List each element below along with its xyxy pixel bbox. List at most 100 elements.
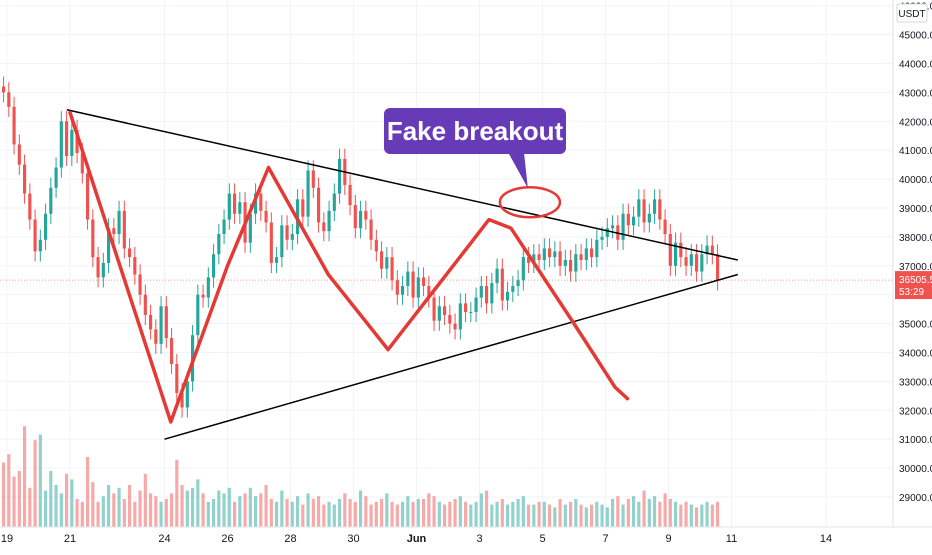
volume-bar [464,501,468,527]
volume-bar [107,485,111,527]
price-tick-label: 33000.00 [899,377,932,388]
candle-body [700,254,704,272]
volume-bar [180,485,184,527]
volume-bar [38,434,42,527]
volume-bar [579,504,583,527]
volume-bar [710,504,714,527]
candle-body [201,294,205,298]
volume-bar [17,471,21,527]
volume-bar [605,507,609,527]
candle-body [495,268,499,284]
candle-body [416,277,420,298]
candle-body [269,222,273,263]
candle-body [395,280,399,295]
candle-body [59,121,63,168]
volume-bar [705,501,709,527]
volume-bar [290,501,294,527]
candle-body [44,213,48,240]
candle-body [280,225,284,258]
volume-bar [248,487,252,527]
candle-body [259,193,263,211]
candle-body [380,251,384,269]
candlesticks [2,76,720,418]
price-tick-label: 45000.00 [899,31,932,42]
candle-body [527,257,531,263]
candle-body [637,199,641,217]
volume-bar [406,496,410,527]
upper-trendline [66,109,738,261]
volume-bar [159,501,163,527]
candle-body [553,251,557,258]
volume-bar [532,504,536,527]
price-tick-label: 40000.00 [899,175,932,186]
candle-body [532,254,536,263]
candle-body [432,297,436,321]
volume-bar [616,496,620,527]
candle-body [275,257,279,263]
volume-bar [259,493,263,527]
candle-body [516,280,520,287]
volume-bar [359,490,363,527]
volume-bar [49,471,53,527]
volume-bar [516,499,520,527]
time-tick-label: 19 [1,533,13,545]
candle-body [353,205,357,229]
candle-body [33,219,37,252]
candle-body [254,193,258,214]
candle-body [584,248,588,261]
volume-bar [542,501,546,527]
volume-bar [191,487,195,527]
candle-body [222,219,226,235]
volume-bar [275,501,279,527]
candle-body [17,144,21,165]
volume-bar [626,499,630,527]
callout-box [384,108,566,154]
candle-body [563,260,567,266]
price-tick-label: 43000.00 [899,88,932,99]
candle-body [695,254,699,272]
callout-group: Fake breakout [384,108,566,219]
time-tick-label: 21 [64,533,76,545]
volume-bar [511,501,515,527]
price-tick-label: 35000.00 [899,320,932,331]
candle-body [107,228,111,263]
candle-body [338,158,342,194]
candle-body [306,170,310,217]
candle-body [128,248,132,258]
candle-body [422,277,426,287]
volume-bar [458,496,462,527]
callout-pointer [507,152,528,189]
volume-bar [716,501,720,527]
candle-body [49,187,53,214]
volume-bar [23,426,27,527]
volume-bar [495,501,499,527]
candle-body [301,199,305,217]
volume-bar [212,499,216,527]
candle-body [401,286,405,295]
volume-bar [558,499,562,527]
time-tick-label: 26 [221,533,233,545]
volume-bar [621,504,625,527]
candle-body [38,239,42,252]
volume-bar [238,496,242,527]
volume-bar [600,504,604,527]
candle-body [359,210,363,229]
lower-trendline [164,273,739,440]
currency-badge[interactable] [896,3,928,23]
candle-body [317,187,321,223]
candle-body [332,193,336,211]
candle-body [117,210,121,235]
volume-bar [684,501,688,527]
candle-body [548,248,552,258]
candle-body [668,234,672,266]
volume-bar [7,454,11,527]
candle-body [70,129,74,156]
volume-bar [227,487,231,527]
candle-body [658,199,662,220]
volume-bar [563,504,567,527]
trendlines [66,109,739,440]
volume-bar [2,462,6,527]
volume-bar [653,496,657,527]
